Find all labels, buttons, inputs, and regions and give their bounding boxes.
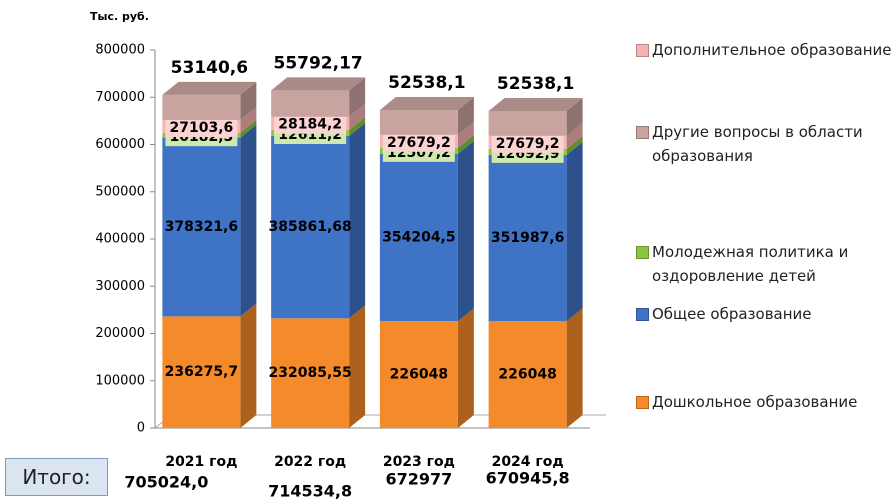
legend-label: Общее образование [652,305,812,323]
bar-side [240,106,257,133]
y-tick-label: 600000 [95,137,145,152]
bar-side [566,97,583,136]
bar-segment [271,318,350,428]
y-axis-label: Тыс. руб. [90,10,149,23]
total-label: 705024,0 [124,473,208,492]
y-tick-label: 500000 [95,184,145,199]
data-label: 27103,6 [169,120,233,136]
legend-swatch [636,246,649,259]
legend-entry: Дополнительное образование [636,38,892,62]
total-label: 714534,8 [268,482,352,501]
bar-side [566,308,583,428]
bar-segment [488,154,567,322]
data-label: 351987,6 [491,230,565,246]
bar-side [240,124,257,317]
y-tick-label: 100000 [95,373,145,388]
label-box [274,115,347,134]
bar-segment [162,94,241,120]
bar-side [349,117,366,137]
bar-side [349,123,366,319]
data-label: 236275,7 [165,364,239,380]
bar-side [457,134,474,154]
legend-label: Другие вопросы в области образования [652,123,863,165]
data-label: 354204,5 [382,230,456,246]
data-label: 52538,1 [388,73,465,93]
bar-top [488,97,583,111]
bar-segment [162,137,241,317]
legend-label: Дошкольное образование [652,393,858,411]
bar-top [162,81,257,95]
bar-side [457,121,474,148]
bar-side [349,77,366,117]
bar-segment [379,110,458,135]
legend-entry: Молодежная политика и оздоровление детей [636,240,892,288]
x-tick-label: 2024 год [492,454,564,470]
bar-segment [488,321,567,428]
bar-side [566,122,583,149]
total-title: Итого: [5,458,108,496]
data-label: 52538,1 [497,74,574,94]
y-tick-label: 200000 [95,326,145,341]
legend-swatch [636,126,649,139]
data-label: 378321,6 [165,219,239,235]
bar-side [457,140,474,322]
bar-side [566,141,583,322]
bar-side [457,97,474,135]
label-box [382,133,455,152]
y-tick-label: 700000 [95,90,145,105]
x-tick-label: 2021 год [165,454,237,470]
data-label: 385861,68 [269,219,352,235]
bar-side [457,308,474,428]
y-tick-label: 0 [137,421,145,436]
x-tick-label: 2023 год [383,454,455,470]
bar-side [566,135,583,155]
y-tick-label: 400000 [95,232,145,247]
bar-side [349,305,366,428]
bar-top [379,97,474,111]
legend-swatch [636,308,649,321]
y-tick-label: 800000 [95,43,145,58]
bar-side [349,103,366,131]
bar-segment [271,90,350,117]
bar-side [240,303,257,428]
label-box [165,118,238,137]
legend-swatch [636,44,649,57]
bar-segment [379,153,458,322]
data-label: 27679,2 [387,135,451,151]
legend-entry: Общее образование [636,302,892,326]
bar-side [240,119,257,138]
bar-segment [162,316,241,428]
label-box [491,134,564,153]
bar-top [271,77,366,91]
data-label: 232085,55 [269,365,352,381]
total-label: 672977 [385,470,452,489]
legend-entry: Другие вопросы в области образования [636,120,892,168]
data-label: 53140,6 [171,58,248,78]
legend-label: Молодежная политика и оздоровление детей [652,243,849,285]
data-label: 27679,2 [496,136,560,152]
bar-segment [271,136,350,319]
total-label: 670945,8 [486,469,570,488]
x-tick-label: 2022 год [274,454,346,470]
legend-label: Дополнительное образование [652,41,892,59]
data-label: 55792,17 [273,53,362,73]
bar-segment [379,321,458,428]
data-label: 226048 [498,367,556,383]
legend-entry: Дошкольное образование [636,390,892,414]
data-label: 28184,2 [278,117,342,133]
y-tick-label: 300000 [95,279,145,294]
bar-side [240,81,257,120]
bar-segment [488,110,567,136]
legend-swatch [636,396,649,409]
data-label: 226048 [390,367,448,383]
